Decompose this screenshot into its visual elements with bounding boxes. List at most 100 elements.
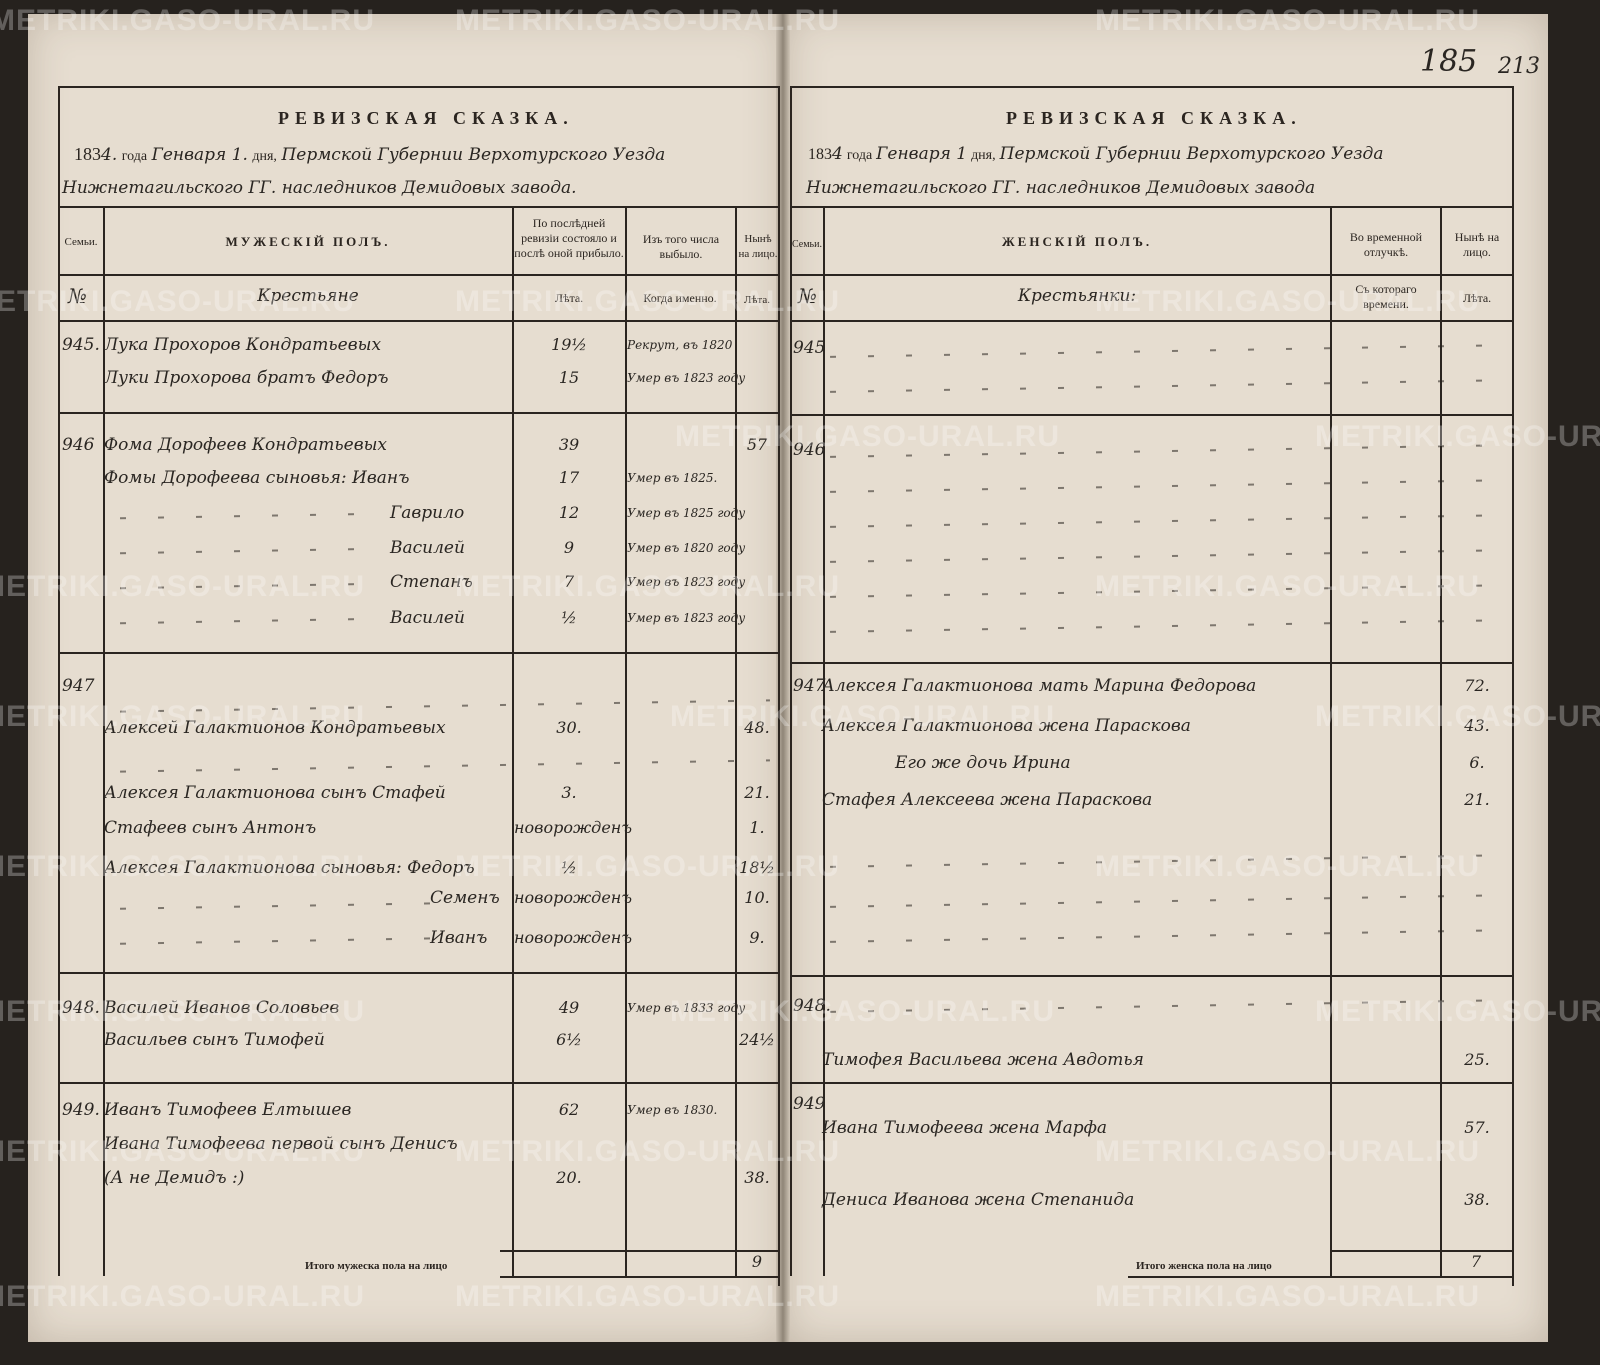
header-years-now: Лѣта.: [1462, 291, 1492, 305]
left-date-line: 1834. года Генваря 1. дня, Пермской Губе…: [74, 144, 665, 165]
female-person-name: Дениса Иванова жена Степанида: [822, 1190, 1135, 1210]
right-place-line: Нижнетагильского ГГ. наследников Демидов…: [806, 178, 1316, 198]
male-age-now: 1.: [749, 818, 765, 837]
rule-line: [790, 86, 792, 1276]
header-years: Лѣта.: [554, 291, 584, 305]
place: Пермской Губернии Верхотурского Уезда: [281, 145, 666, 165]
day-word: дня,: [252, 149, 277, 164]
right-title: РЕВИЗСКАЯ СКАЗКА.: [1006, 108, 1302, 128]
archive-page-number: 185: [1420, 44, 1478, 79]
male-person-name: Фома Дорофеев Кондратьевых: [104, 435, 388, 455]
header-estate: Крестьяне: [257, 286, 359, 306]
header-female-sex: ЖЕНСКІЙ ПОЛЪ.: [1001, 234, 1153, 249]
male-age-now: 9.: [749, 928, 765, 947]
male-departed-note: Умер въ 1823 году: [627, 611, 746, 625]
male-age-last-revision: 62: [558, 1100, 580, 1119]
male-person-name: Василей Иванов Соловьев: [104, 998, 340, 1018]
male-age-last-revision: 39: [558, 435, 580, 454]
rule-line: [790, 320, 1512, 322]
female-person-name: Алексея Галактионова жена Параскова: [822, 716, 1191, 736]
male-person-name: Алексея Галактионова сынъ Стафей: [104, 783, 446, 803]
header-number: №: [798, 284, 817, 308]
rule-line: [58, 1082, 780, 1084]
folio-number: 213: [1498, 54, 1540, 79]
family-number: 945.: [62, 335, 100, 355]
male-age-now: 10.: [744, 888, 770, 907]
female-age-now: 43.: [1464, 716, 1490, 735]
book-gutter: [776, 14, 790, 1342]
female-person-name: Его же дочь Ирина: [895, 753, 1071, 773]
male-person-name: Васильев сынъ Тимофей: [104, 1030, 325, 1050]
male-age-last-revision: 15: [558, 368, 580, 387]
male-age-last-revision: ½: [561, 608, 577, 627]
rule-line: [58, 86, 60, 1276]
female-age-now: 25.: [1464, 1050, 1490, 1069]
header-now: Нынѣ на лицо.: [738, 233, 778, 260]
male-departed-note: Умер въ 1820 году: [627, 541, 746, 555]
female-person-name: Алексея Галактионова мать Марина Федоров…: [822, 676, 1257, 696]
male-age-now: 24½: [739, 1030, 775, 1049]
rule-line: [103, 206, 105, 1276]
male-age-last-revision: новорожденъ: [514, 928, 632, 947]
male-age-now: 38.: [744, 1168, 770, 1187]
female-person-name: Тимофея Васильева жена Авдотья: [822, 1050, 1144, 1070]
place: Пермской Губернии Верхотурского Уезда: [999, 144, 1384, 164]
male-person-name: Гаврило: [390, 503, 465, 523]
year-hand: 4.: [101, 145, 118, 165]
header-male-sex: МУЖЕСКІЙ ПОЛЪ.: [225, 234, 391, 249]
male-age-now: 18½: [739, 858, 775, 877]
rule-line: [58, 274, 780, 276]
male-person-name: Василей: [390, 608, 465, 628]
male-departed-note: Умер въ 1823 году: [627, 575, 746, 589]
male-age-last-revision: 6½: [556, 1030, 582, 1049]
male-age-last-revision: 3.: [561, 783, 577, 802]
female-total-value: 7: [1470, 1252, 1482, 1271]
month: Генваря 1: [876, 144, 968, 164]
male-departed-note: Умер въ 1833 году: [627, 1001, 746, 1015]
family-number: 948.: [793, 996, 831, 1016]
day-word: дня,: [971, 148, 996, 163]
family-number: 945: [793, 338, 826, 358]
rule-line: [625, 206, 627, 1276]
male-total-value: 9: [751, 1252, 763, 1271]
year-word: года: [121, 149, 148, 164]
male-age-last-revision: 12: [558, 503, 580, 522]
header-absence: Во временной отлучкѣ.: [1349, 230, 1423, 259]
year-hand: 4: [832, 144, 843, 164]
female-total-label: Итого женска пола на лицо: [1136, 1260, 1272, 1272]
rule-line: [500, 1276, 780, 1278]
rule-line: [790, 975, 1512, 977]
left-place-line: Нижнетагильского ГГ. наследников Демидов…: [62, 178, 577, 198]
rule-line: [1330, 206, 1332, 1276]
rule-line: [1330, 1250, 1512, 1252]
male-person-name: Ивана Тимофеева первой сынъ Денисъ: [104, 1134, 458, 1154]
male-person-name: Лука Прохоров Кондратьевых: [104, 335, 382, 355]
male-person-name: Семенъ: [430, 888, 500, 908]
female-person-name: Ивана Тимофеева жена Марфа: [822, 1118, 1108, 1138]
family-number: 946: [793, 440, 826, 460]
female-age-now: 57.: [1464, 1118, 1490, 1137]
male-age-last-revision: новорожденъ: [514, 888, 632, 907]
female-age-now: 21.: [1464, 790, 1490, 809]
year-printed: 183: [74, 144, 101, 164]
male-age-last-revision: 20.: [556, 1168, 582, 1187]
female-age-now: 72.: [1464, 676, 1490, 695]
male-age-last-revision: новорожденъ: [514, 818, 632, 837]
rule-line: [735, 206, 737, 1276]
header-when: Когда именно.: [643, 291, 717, 305]
year-printed: 183: [808, 146, 832, 163]
rule-line: [790, 662, 1512, 664]
right-date-line: 1834 года Генваря 1 дня, Пермской Губерн…: [808, 144, 1383, 164]
year-word: года: [846, 148, 873, 163]
rule-line: [1128, 1276, 1512, 1278]
rule-line: [790, 86, 1512, 88]
male-age-last-revision: 30.: [556, 718, 582, 737]
header-last-revision: По послѣдней ревизіи состояло и послѣ он…: [514, 216, 624, 260]
left-page: [28, 14, 784, 1342]
family-number: 947: [793, 676, 826, 696]
male-age-now: 48.: [744, 718, 770, 737]
male-age-last-revision: 17: [558, 468, 580, 487]
rule-line: [500, 1250, 780, 1252]
rule-line: [58, 652, 780, 654]
family-number: 949.: [62, 1100, 100, 1120]
